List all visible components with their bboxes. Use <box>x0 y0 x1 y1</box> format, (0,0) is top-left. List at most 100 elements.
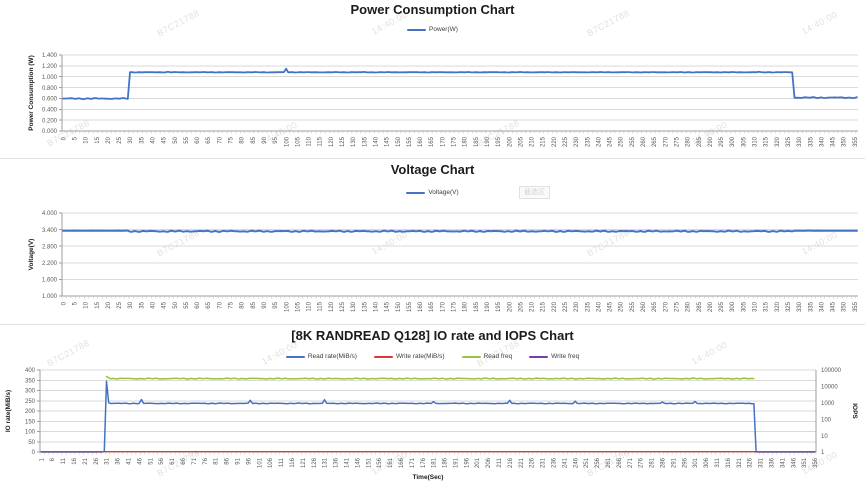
x-tick-label: 290 <box>708 301 714 312</box>
x-tick-label: 140 <box>373 301 379 312</box>
x-tick-label: 245 <box>608 136 614 147</box>
x-tick-label: 120 <box>329 301 335 312</box>
x-tick-label: 1 <box>39 457 45 461</box>
x-tick-label: 126 <box>312 457 318 468</box>
x-axis-ticks: 0 5 10 15 20 25 30 35 40 45 50 55 60 65 70 75 80 85 90 95 10… <box>61 301 859 312</box>
x-tick-label: 300 <box>730 136 736 147</box>
x-tick-label: 11 <box>61 457 67 464</box>
y-tick-label: 1.400 <box>42 53 58 59</box>
x-tick-label: 21 <box>83 457 89 464</box>
legend-line-swatch <box>407 28 427 31</box>
x-tick-label: 16 <box>72 457 78 464</box>
x-tick-label: 145 <box>385 301 391 312</box>
x-tick-label: 160 <box>418 136 424 147</box>
y-tick-label: 150 <box>25 419 36 425</box>
x-tick-label: 345 <box>831 301 837 312</box>
x-tick-label: 25 <box>117 136 123 143</box>
x-tick-label: 120 <box>329 136 335 147</box>
voltage-chart-legend: Voltage(V) <box>0 189 865 196</box>
x-tick-label: 260 <box>641 301 647 312</box>
x-tick-label: 220 <box>552 136 558 147</box>
legend-label: Write rate(MiB/s) <box>395 353 445 360</box>
x-tick-label: 255 <box>630 136 636 147</box>
x-tick-label: 170 <box>440 301 446 312</box>
x-tick-label: 315 <box>764 301 770 312</box>
x-tick-label: 270 <box>663 136 669 147</box>
x-tick-label: 225 <box>563 301 569 312</box>
y-tick-label: 1.200 <box>42 64 58 70</box>
legend-line-swatch <box>406 191 426 194</box>
power-chart-title: Power Consumption Chart <box>350 2 515 17</box>
x-tick-label: 240 <box>596 301 602 312</box>
x-tick-label: 295 <box>719 136 725 147</box>
y-tick-label: 0.400 <box>42 107 58 113</box>
y-tick-label: 100 <box>25 430 36 436</box>
x-tick-label: 55 <box>184 136 190 143</box>
x-tick-label: 196 <box>464 457 470 468</box>
x-tick-label: 295 <box>719 301 725 312</box>
legend-item-read-freq: Read freq <box>461 353 512 360</box>
x-tick-label: 355 <box>853 136 859 147</box>
x-tick-label: 350 <box>842 301 848 312</box>
x-tick-label: 286 <box>661 457 667 468</box>
x-tick-label: 185 <box>474 301 480 312</box>
x-tick-label: 336 <box>770 457 776 468</box>
x-tick-label: 6 <box>50 457 56 461</box>
chart-plot-0: 0.000 0.200 0.400 0.600 0.800 1.000 1.200 1.400… <box>28 53 859 147</box>
y-tick-label: 300 <box>25 389 36 395</box>
legend-label: Power(W) <box>429 26 458 33</box>
x-tick-label: 251 <box>584 457 590 468</box>
selection-overlay-box: 截选区 <box>519 186 550 199</box>
x-tick-label: 291 <box>671 457 677 468</box>
x-tick-label: 260 <box>641 136 647 147</box>
y-tick-label: 1.600 <box>42 278 58 284</box>
x-tick-label: 351 <box>802 457 808 468</box>
x-tick-label: 65 <box>206 136 212 143</box>
x-tick-label: 100 <box>284 301 290 312</box>
x-tick-label: 40 <box>151 136 157 143</box>
x-tick-label: 156 <box>377 457 383 468</box>
y-tick-label: 0.200 <box>42 118 58 124</box>
x-tick-label: 30 <box>128 301 134 308</box>
x-tick-label: 121 <box>301 457 307 468</box>
y-tick-label: 1.000 <box>42 75 58 81</box>
x-tick-label: 241 <box>562 457 568 468</box>
legend-line-swatch <box>373 355 393 358</box>
legend-label: Voltage(V) <box>428 189 459 196</box>
x-tick-label: 256 <box>595 457 601 468</box>
x-tick-label: 230 <box>574 136 580 147</box>
x-tick-label: 305 <box>741 136 747 147</box>
y-tick-label: 0.000 <box>42 129 58 135</box>
x-tick-label: 326 <box>748 457 754 468</box>
x-tick-label: 15 <box>95 301 101 308</box>
x-tick-label: 80 <box>240 301 246 308</box>
y2-tick-label: 10 <box>821 434 828 440</box>
x-tick-label: 115 <box>318 301 324 311</box>
x-tick-label: 205 <box>518 136 524 147</box>
x-tick-label: 320 <box>775 136 781 147</box>
x-tick-label: 46 <box>137 457 143 464</box>
y2-axis-title: IOPS <box>851 403 858 419</box>
legend-item-write-freq: Write freq <box>529 353 579 360</box>
x-tick-label: 275 <box>674 301 680 312</box>
series-line-voltage-v- <box>62 229 858 233</box>
x-tick-label: 220 <box>552 301 558 312</box>
x-tick-label: 96 <box>246 457 252 464</box>
legend-line-swatch <box>461 355 481 358</box>
x-tick-label: 35 <box>139 301 145 308</box>
x-tick-label: 135 <box>362 136 368 147</box>
legend-item-power-w-: Power(W) <box>407 26 458 33</box>
x-tick-label: 76 <box>203 457 209 464</box>
x-tick-label: 175 <box>452 301 458 312</box>
x-tick-label: 130 <box>351 136 357 147</box>
x-tick-label: 125 <box>340 301 346 312</box>
x-tick-label: 160 <box>418 301 424 312</box>
x-tick-label: 65 <box>206 301 212 308</box>
y2-tick-label: 100000 <box>821 368 842 374</box>
x-tick-label: 300 <box>730 301 736 312</box>
series-line-power-w- <box>62 67 858 101</box>
x-tick-label: 10 <box>84 301 90 308</box>
x-tick-label: 171 <box>410 457 416 468</box>
x-tick-label: 341 <box>780 457 786 468</box>
x-tick-label: 85 <box>251 136 257 143</box>
